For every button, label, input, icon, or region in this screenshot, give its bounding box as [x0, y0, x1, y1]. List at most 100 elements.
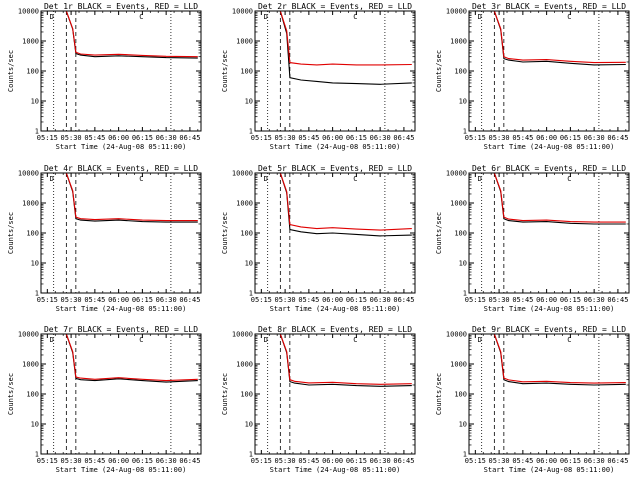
y-tick-label: 10000: [446, 170, 467, 178]
y-tick-label: 10: [245, 260, 253, 268]
y-axis-label: Counts/sec: [221, 212, 229, 254]
x-tick-label: 06:30: [156, 457, 177, 465]
y-tick-label: 10: [459, 98, 467, 106]
y-tick-label: 1: [35, 290, 39, 298]
x-tick-label: 05:15: [465, 134, 486, 142]
lld-series-line: [255, 173, 412, 231]
x-tick-label: 06:45: [607, 296, 628, 304]
marker-label-c: C: [139, 336, 143, 344]
panel-title: Det 9r BLACK = Events, RED = LLD: [472, 325, 626, 334]
marker-label-c: C: [567, 336, 571, 344]
lld-series-line: [255, 334, 412, 385]
x-tick-label: 06:45: [393, 457, 414, 465]
y-tick-label: 1: [249, 128, 253, 136]
y-axis-label: Counts/sec: [435, 212, 443, 254]
x-tick-label: 06:15: [346, 134, 367, 142]
y-tick-label: 10000: [446, 8, 467, 16]
y-tick-label: 1000: [236, 38, 253, 46]
x-tick-label: 06:45: [393, 296, 414, 304]
plot-frame: [468, 10, 630, 132]
x-tick-label: 06:00: [536, 296, 557, 304]
series-group: [41, 334, 198, 383]
x-tick-label: 05:30: [275, 457, 296, 465]
x-tick-label: 06:30: [156, 296, 177, 304]
x-tick-label: 05:45: [298, 134, 319, 142]
x-tick-label: 06:00: [322, 134, 343, 142]
y-tick-label: 100: [26, 391, 39, 399]
events-series-line: [255, 11, 412, 85]
y-tick-label: 10: [31, 421, 39, 429]
marker-label-d: D: [264, 13, 268, 21]
series-group: [469, 173, 626, 225]
x-tick-label: 05:30: [489, 457, 510, 465]
panel-title: Det 1r BLACK = Events, RED = LLD: [44, 2, 198, 11]
x-tick-label: 06:15: [132, 134, 153, 142]
events-series-line: [469, 334, 626, 386]
y-tick-label: 1000: [22, 38, 39, 46]
marker-label-d: D: [50, 175, 54, 183]
y-axis-label: Counts/sec: [221, 50, 229, 92]
detector-panel: 1 10 100 1000 10000 05:15 05:30 05:45 06:00 06:15…: [7, 2, 202, 151]
y-tick-label: 10: [31, 260, 39, 268]
y-tick-label: 10: [245, 421, 253, 429]
x-tick-label: 05:30: [489, 134, 510, 142]
y-tick-label: 1000: [22, 361, 39, 369]
x-tick-label: 05:45: [512, 296, 533, 304]
x-tick-label: 06:15: [560, 134, 581, 142]
y-tick-label: 10000: [232, 331, 253, 339]
plot-frame: [40, 333, 202, 455]
events-series-line: [255, 173, 412, 237]
y-tick-label: 1: [249, 451, 253, 459]
y-axis-label: Counts/sec: [435, 50, 443, 92]
y-axis-label: Counts/sec: [221, 373, 229, 415]
x-tick-label: 05:45: [298, 296, 319, 304]
x-axis-label: Start Time (24-Aug-08 05:11:00): [484, 143, 615, 151]
marker-label-d: D: [478, 13, 482, 21]
x-axis-label: Start Time (24-Aug-08 05:11:00): [56, 305, 187, 313]
lld-series-line: [41, 11, 198, 58]
x-tick-label: 06:30: [584, 457, 605, 465]
x-tick-label: 06:00: [322, 457, 343, 465]
panel-title: Det 2r BLACK = Events, RED = LLD: [258, 2, 412, 11]
x-tick-label: 06:15: [346, 457, 367, 465]
detector-panel: 1 10 100 1000 10000 05:15 05:30 05:45 06:00 06:15…: [435, 164, 630, 313]
plot-frame: [468, 172, 630, 294]
series-group: [41, 173, 198, 223]
marker-label-d: D: [264, 175, 268, 183]
x-tick-label: 06:45: [179, 296, 200, 304]
marker-label-c: C: [567, 13, 571, 21]
detector-panel: 1 10 100 1000 10000 05:15 05:30 05:45 06:00 06:15…: [221, 164, 416, 313]
x-tick-label: 06:45: [607, 134, 628, 142]
detector-panel: 1 10 100 1000 10000 05:15 05:30 05:45 06:00 06:15…: [435, 2, 630, 151]
x-tick-label: 05:30: [489, 296, 510, 304]
lld-series-line: [41, 173, 198, 222]
y-tick-label: 10000: [232, 170, 253, 178]
y-tick-label: 100: [454, 391, 467, 399]
y-tick-label: 100: [240, 230, 253, 238]
x-axis-label: Start Time (24-Aug-08 05:11:00): [484, 466, 615, 474]
marker-label-d: D: [50, 336, 54, 344]
plot-frame: [254, 333, 416, 455]
panel-title: Det 6r BLACK = Events, RED = LLD: [472, 164, 626, 173]
x-tick-label: 06:00: [108, 134, 129, 142]
events-series-line: [41, 173, 198, 223]
x-tick-label: 06:30: [370, 457, 391, 465]
marker-label-c: C: [353, 175, 357, 183]
x-tick-label: 06:45: [179, 134, 200, 142]
x-tick-label: 06:30: [584, 134, 605, 142]
detector-panel: 1 10 100 1000 10000 05:15 05:30 05:45 06:00 06:15…: [221, 2, 416, 151]
y-tick-label: 100: [454, 68, 467, 76]
x-tick-label: 05:15: [251, 457, 272, 465]
y-axis-label: Counts/sec: [7, 212, 15, 254]
marker-label-c: C: [353, 13, 357, 21]
events-series-line: [41, 11, 198, 59]
x-tick-label: 05:30: [61, 296, 82, 304]
x-tick-label: 05:15: [465, 296, 486, 304]
detector-panel: 1 10 100 1000 10000 05:15 05:30 05:45 06:00 06:15…: [221, 325, 416, 474]
x-tick-label: 06:00: [108, 457, 129, 465]
x-tick-label: 05:30: [275, 296, 296, 304]
x-axis-label: Start Time (24-Aug-08 05:11:00): [270, 305, 401, 313]
x-tick-label: 06:00: [536, 457, 557, 465]
x-tick-label: 05:45: [84, 457, 105, 465]
